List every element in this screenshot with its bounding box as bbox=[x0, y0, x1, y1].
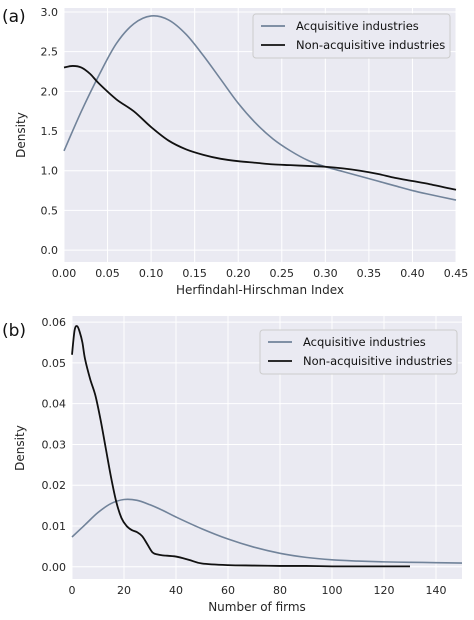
chart-panel-b: 0 20 40 60 80 100 120 140 0.000.010.020.030.040… bbox=[2, 316, 463, 614]
y-tick-label-b: 0.00 bbox=[42, 561, 67, 574]
x-axis-label-a: Herfindahl-Hirschman Index bbox=[176, 283, 344, 297]
x-axis-label-b: Number of firms bbox=[208, 600, 306, 614]
x-tick-label-a: 0.35 bbox=[357, 267, 382, 280]
x-tick-label-b: 60 bbox=[221, 584, 235, 597]
series-group-a bbox=[63, 14, 457, 201]
x-tick-label-b: 140 bbox=[426, 584, 447, 597]
y-tick-labels-b: 0.00 0.01 0.02 0.03 0.04 0.05 0.06 bbox=[42, 316, 67, 574]
y-axis-label-b: Density bbox=[13, 425, 27, 471]
x-tick-label-b: 80 bbox=[273, 584, 287, 597]
legend-label-non-acquisitive-b: Non-acquisitive industries bbox=[303, 354, 452, 368]
legend-box-b bbox=[259, 329, 458, 375]
series-line-acquisitive-b bbox=[71, 498, 463, 564]
y-tick-label-a: 0.5 bbox=[41, 204, 59, 217]
y-tick-label-a: 1.5 bbox=[41, 125, 59, 138]
x-tick-labels-b: 0 20 40 60 80 100 120 140 bbox=[69, 584, 447, 597]
x-tick-label-a: 0.15 bbox=[182, 267, 207, 280]
y-tick-label-b: 0.04 bbox=[42, 398, 67, 411]
x-tick-label-b: 0 bbox=[69, 584, 76, 597]
y-tick-label-a: 3.0 bbox=[41, 6, 59, 19]
x-tick-label-a: 0.45 bbox=[444, 267, 469, 280]
y-tick-label-a: 2.0 bbox=[41, 85, 59, 98]
x-tick-label-a: 0.05 bbox=[95, 267, 120, 280]
y-tick-label-a: 0.0 bbox=[41, 244, 59, 257]
chart-panel-a: 0.00 0.05 0.10 0.15 0.20 0.25 0.30 0.35 0.40 0.45… bbox=[2, 6, 468, 297]
x-tick-label-b: 100 bbox=[322, 584, 343, 597]
x-tick-label-a: 0.00 bbox=[52, 267, 77, 280]
y-tick-labels-a: 0.0 0.5 1.0 1.5 2.0 2.5 3.0 bbox=[41, 6, 59, 257]
x-tick-label-a: 0.30 bbox=[313, 267, 338, 280]
legend-box-a bbox=[252, 13, 451, 59]
x-tick-label-b: 20 bbox=[117, 584, 131, 597]
series-line-acquisitive-a bbox=[63, 14, 457, 201]
y-tick-label-b: 0.01 bbox=[42, 520, 67, 533]
legend-b: Acquisitive industries Non-acquisitive i… bbox=[259, 329, 458, 375]
y-tick-label-b: 0.02 bbox=[42, 479, 67, 492]
x-tick-label-a: 0.10 bbox=[139, 267, 164, 280]
x-tick-label-a: 0.40 bbox=[400, 267, 425, 280]
x-tick-label-a: 0.25 bbox=[270, 267, 295, 280]
y-axis-label-a: Density bbox=[14, 112, 28, 158]
x-tick-label-b: 40 bbox=[169, 584, 183, 597]
y-tick-label-b: 0.06 bbox=[42, 316, 67, 329]
panel-label-b: (b) bbox=[2, 321, 26, 341]
panel-label-a: (a) bbox=[2, 7, 26, 27]
legend-label-non-acquisitive-a: Non-acquisitive industries bbox=[296, 38, 445, 52]
x-tick-label-b: 120 bbox=[374, 584, 395, 597]
series-line-non-acquisitive-b bbox=[71, 325, 410, 568]
series-line-non-acquisitive-a bbox=[63, 65, 457, 191]
legend-label-acquisitive-a: Acquisitive industries bbox=[296, 19, 419, 33]
x-tick-label-a: 0.20 bbox=[226, 267, 251, 280]
y-tick-label-a: 1.0 bbox=[41, 165, 59, 178]
legend-a: Acquisitive industries Non-acquisitive i… bbox=[252, 13, 451, 59]
y-tick-label-b: 0.03 bbox=[42, 438, 67, 451]
y-tick-label-a: 2.5 bbox=[41, 46, 59, 59]
series-group-b bbox=[71, 325, 463, 568]
legend-label-acquisitive-b: Acquisitive industries bbox=[303, 335, 426, 349]
y-tick-label-b: 0.05 bbox=[42, 357, 67, 370]
x-tick-labels-a: 0.00 0.05 0.10 0.15 0.20 0.25 0.30 0.35 0.40 0.45 bbox=[52, 267, 469, 280]
